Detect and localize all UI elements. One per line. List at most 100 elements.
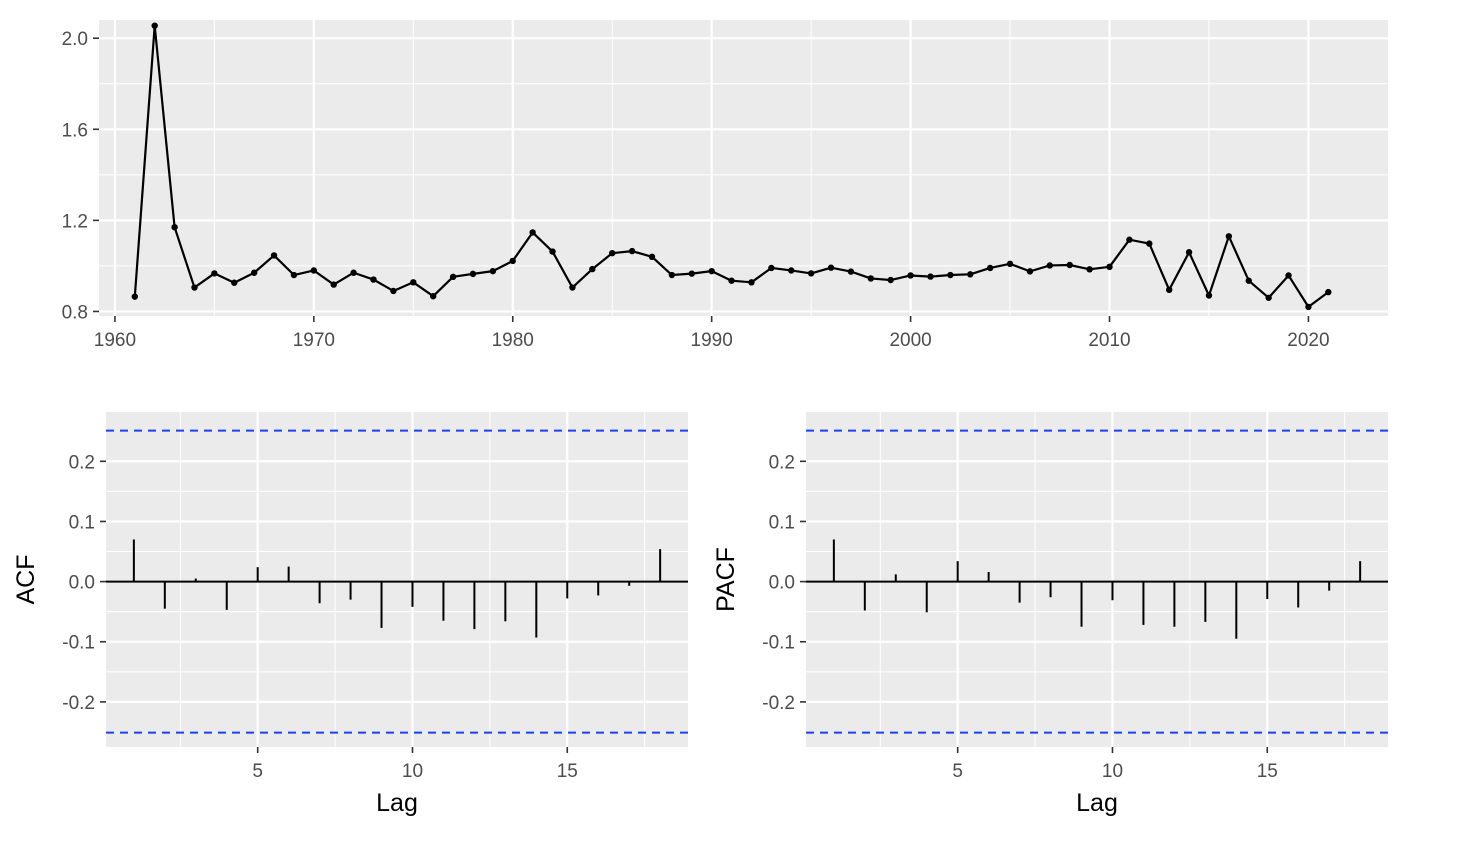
x-tick-label: 2010 xyxy=(1088,330,1130,351)
y-tick-label: -0.1 xyxy=(62,633,95,654)
data-point xyxy=(191,284,198,291)
x-axis-title: Lag xyxy=(1076,789,1118,817)
data-point xyxy=(310,267,318,274)
data-point xyxy=(231,279,238,286)
data-point xyxy=(668,271,676,279)
y-tick-label: 0.8 xyxy=(62,302,88,323)
data-point xyxy=(509,257,516,265)
data-point xyxy=(1325,288,1332,296)
y-axis-title: ACF xyxy=(12,555,40,605)
data-point xyxy=(1285,272,1292,279)
data-point xyxy=(628,247,636,255)
data-point xyxy=(1265,294,1272,301)
x-tick-label: 2000 xyxy=(889,330,931,351)
data-point xyxy=(1245,277,1252,284)
data-point xyxy=(1126,236,1133,243)
lag-spikes xyxy=(132,539,662,638)
lag-spikes xyxy=(832,539,1362,639)
time-series-background xyxy=(99,20,1388,316)
data-point xyxy=(390,287,397,295)
x-tick-label: 1960 xyxy=(94,330,136,351)
x-tick-label: 1970 xyxy=(293,330,335,351)
data-point xyxy=(270,252,278,259)
data-point xyxy=(927,273,934,280)
y-tick-label: 0.0 xyxy=(769,573,795,594)
data-point xyxy=(1305,303,1312,311)
pacf-gridlines xyxy=(806,412,1388,747)
series-points xyxy=(131,22,1332,311)
acf-panel: -0.2 -0.1 0.0 0.1 0.2 5 10 15 Lag ACF xyxy=(12,412,688,817)
data-point xyxy=(688,270,695,277)
data-point xyxy=(827,264,835,271)
data-point xyxy=(290,271,298,279)
data-point xyxy=(1026,268,1034,275)
data-point xyxy=(1225,233,1233,240)
data-point xyxy=(330,281,337,288)
x-tick-label: 15 xyxy=(557,761,578,782)
data-point xyxy=(887,276,894,284)
y-tick-label: 1.2 xyxy=(62,211,88,232)
data-point xyxy=(967,271,974,278)
data-point xyxy=(788,267,795,274)
data-point xyxy=(807,270,815,277)
data-point xyxy=(489,267,497,275)
x-axis-title: Lag xyxy=(376,789,418,817)
data-point xyxy=(151,22,158,29)
time-series-panel: 0.8 1.2 1.6 2.0 1960 1970 1980 1990 2000 2010 2020 xyxy=(62,20,1388,351)
y-tick-label: 0.0 xyxy=(69,573,95,594)
data-point xyxy=(449,273,457,281)
y-tick-label: 0.2 xyxy=(69,452,95,473)
data-point xyxy=(171,224,178,231)
x-tick-label: 5 xyxy=(252,761,263,782)
data-point xyxy=(728,277,735,284)
data-point xyxy=(250,269,258,276)
data-point xyxy=(1165,286,1173,294)
data-point xyxy=(867,275,875,282)
data-point xyxy=(847,268,855,275)
data-point xyxy=(1086,266,1093,273)
y-tick-label: -0.2 xyxy=(762,693,795,714)
y-axis-title: PACF xyxy=(712,547,740,612)
y-tick-label: 1.6 xyxy=(62,120,88,141)
data-point xyxy=(469,270,477,278)
x-tick-label: 1990 xyxy=(691,330,733,351)
data-point xyxy=(529,229,536,236)
data-point xyxy=(211,270,218,277)
x-tick-label: 15 xyxy=(1257,761,1278,782)
data-point xyxy=(768,264,775,272)
data-point xyxy=(1006,260,1014,268)
y-tick-label: -0.1 xyxy=(762,633,795,654)
data-point xyxy=(1185,249,1193,256)
pacf-panel: -0.2 -0.1 0.0 0.1 0.2 5 10 15 Lag PACF xyxy=(712,412,1388,817)
data-point xyxy=(748,279,755,286)
data-point xyxy=(370,276,377,283)
data-point xyxy=(350,269,357,276)
data-point xyxy=(1046,262,1054,269)
x-tick-label: 2020 xyxy=(1287,330,1329,351)
data-point xyxy=(549,248,556,255)
data-point xyxy=(986,264,994,272)
data-point xyxy=(429,292,437,300)
data-point xyxy=(410,279,417,286)
data-point xyxy=(569,284,576,291)
pacf-background xyxy=(806,412,1388,747)
data-point xyxy=(1146,240,1153,247)
data-point xyxy=(589,265,596,273)
data-point xyxy=(708,267,715,275)
x-tick-label: 5 xyxy=(952,761,963,782)
data-point xyxy=(609,249,616,257)
data-point xyxy=(907,272,914,279)
y-tick-label: 0.1 xyxy=(69,512,95,533)
y-tick-label: 2.0 xyxy=(62,29,88,50)
data-point xyxy=(131,293,139,300)
y-tick-label: 0.1 xyxy=(769,512,795,533)
time-series-gridlines xyxy=(99,20,1388,316)
data-point xyxy=(947,271,954,279)
data-point xyxy=(1106,263,1113,271)
x-tick-label: 10 xyxy=(402,761,423,782)
y-tick-label: -0.2 xyxy=(62,693,95,714)
data-point xyxy=(1205,292,1213,299)
data-point xyxy=(1066,261,1073,269)
